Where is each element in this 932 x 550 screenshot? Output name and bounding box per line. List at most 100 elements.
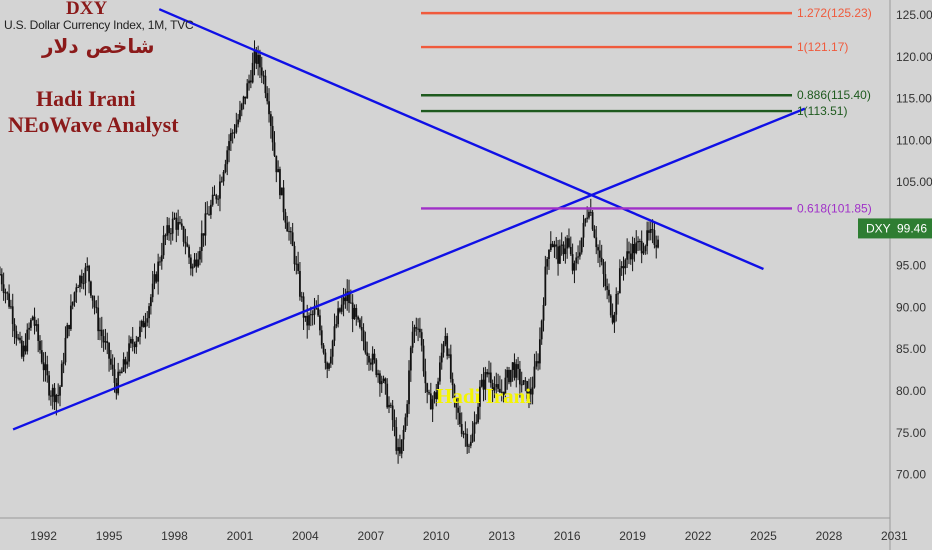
trendline[interactable] [158,8,764,271]
candle-body [397,447,400,451]
candle-body [649,229,652,233]
candle-body [535,361,538,367]
candle-body [117,371,120,394]
candle-body [353,307,356,320]
candle-body [571,254,574,271]
candle-body [199,250,201,260]
candle-body [175,217,178,230]
candle-body [391,405,394,421]
candle-body [288,231,290,233]
candle-body [179,222,181,224]
x-tick-label: 2001 [227,529,254,543]
candle-body [399,447,401,454]
candle-body [142,320,145,328]
candle-body [549,243,552,250]
candle-body [93,300,96,308]
candle-body [322,345,325,353]
candle-body [555,244,558,247]
candle-body [33,316,36,326]
candle-body [617,293,619,295]
candle-body [224,164,227,172]
candle-body [206,213,209,215]
candle-body [59,386,61,396]
candle-body [202,233,205,236]
candle-body [209,204,212,215]
candle-body [248,80,250,84]
candle-body [293,245,296,265]
candle-body [346,291,349,302]
candle-body [644,246,647,252]
candle-body [219,181,221,199]
candle-body [35,324,38,326]
candle-body [388,404,390,408]
candle-body [551,243,554,248]
candle-body [349,302,352,304]
candle-body [475,422,478,424]
candle-body [62,362,65,364]
candle-body [449,354,452,379]
candle-body [471,433,474,442]
candle-body [17,337,20,339]
candle-body [168,225,170,234]
candle-body [244,96,247,99]
candle-body [153,274,156,284]
candle-body [566,238,569,249]
candle-body [491,383,494,391]
candle-body [122,359,125,372]
candle-body [39,340,41,351]
candle-body [493,387,496,391]
candle-body [422,345,425,372]
candle-body [393,420,396,428]
watermark-signature: Hadi Irani [436,384,532,408]
candle-body [239,110,241,120]
candle-body [217,198,220,200]
candle-body [120,371,123,374]
fib-level-label: 0.886(115.40) [797,88,871,102]
time-scale[interactable]: 1992 1995 1998 2001 2004 2007 2010 2013 2016 2019… [30,529,908,543]
candle-body [557,246,559,264]
candle-body [653,230,656,245]
candle-body [389,404,392,406]
candle-body [657,239,659,248]
candle-body [10,306,12,308]
candle-body [369,362,372,365]
candle-body [548,249,550,260]
candle-body [195,259,198,267]
candle-body [46,364,49,376]
candle-body [231,132,234,134]
candle-body [177,222,180,230]
symbol-legend[interactable]: U.S. Dollar Currency Index, 1M, TVC [4,18,194,32]
candle-body [613,314,616,323]
last-price-value: 99.46 [897,221,927,235]
candle-body [331,340,334,357]
candle-body [284,212,287,223]
candle-body [395,427,398,451]
candle-body [128,343,130,362]
candle-body [68,325,70,330]
candle-body [439,362,441,382]
fib-level-label: 0.618(101.85) [797,201,872,215]
fibonacci-levels[interactable]: 1.272(125.23) 1(121.17) 0.886(115.40) 1(113… [421,6,872,215]
candle-body [282,187,285,213]
candle-body [255,51,258,64]
candle-body [597,247,599,251]
candle-body [464,433,467,435]
candle-body [275,155,278,173]
trendline[interactable] [12,107,806,431]
candle-body [133,343,136,348]
candle-body [437,381,439,400]
candle-body [413,327,416,332]
candle-body [560,244,563,246]
candle-body [91,295,94,301]
candle-body [108,343,110,359]
candle-body [257,54,260,64]
candle-body [508,369,510,383]
trendline-group[interactable] [12,8,806,431]
last-price-tag: DXY 99.46 [858,218,932,239]
candle-body [580,237,583,253]
candle-body [575,257,578,264]
candle-body [455,397,458,408]
x-tick-label: 2013 [488,529,515,543]
candle-body [240,104,243,111]
